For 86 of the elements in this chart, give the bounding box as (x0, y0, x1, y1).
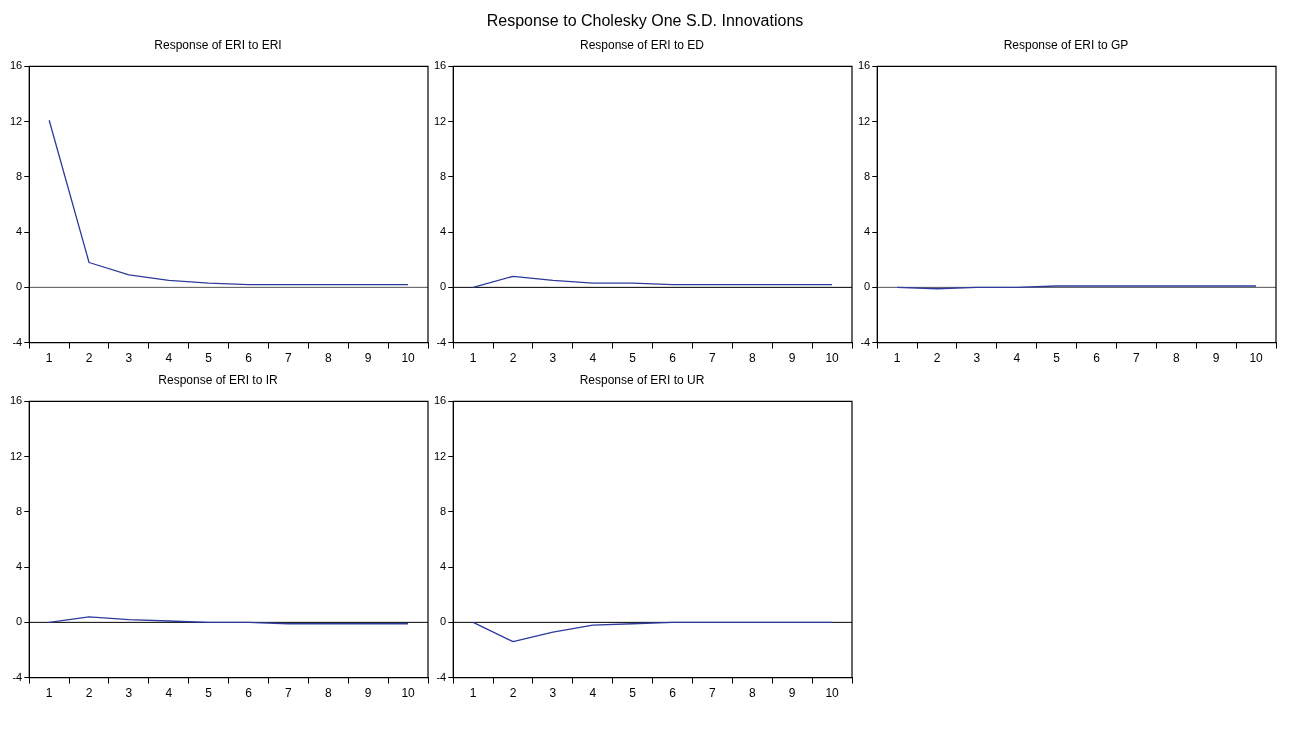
x-tick-label: 2 (509, 686, 517, 701)
x-tick-label: 3 (125, 686, 133, 701)
y-tick-label: 12 (433, 449, 447, 462)
x-tick-label: 6 (245, 686, 253, 701)
y-tick-label: 16 (9, 394, 23, 407)
x-tick-label: 8 (748, 686, 756, 701)
y-tick-label: 4 (440, 225, 447, 238)
x-tick-label: 7 (1133, 351, 1141, 366)
y-tick-label: 0 (16, 615, 23, 628)
x-tick-label: 10 (825, 351, 840, 366)
x-tick-label: 7 (709, 686, 717, 701)
y-tick-label: -4 (860, 335, 871, 348)
chart-title: Response of ERI to UR (579, 372, 705, 387)
y-tick-label: 8 (440, 169, 447, 182)
x-tick-label: 4 (165, 351, 173, 366)
x-tick-label: 5 (629, 686, 637, 701)
x-tick-label: 6 (669, 351, 677, 366)
x-tick-label: 10 (825, 686, 840, 701)
x-tick-label: 9 (788, 686, 796, 701)
y-tick-label: 16 (433, 59, 447, 72)
y-tick-label: -4 (12, 670, 23, 683)
x-tick-label: 7 (709, 351, 717, 366)
x-tick-label: 3 (125, 351, 133, 366)
x-tick-label: 1 (469, 351, 477, 366)
x-tick-label: 3 (549, 351, 557, 366)
x-tick-label: 9 (364, 686, 372, 701)
x-tick-label: 8 (324, 686, 332, 701)
x-tick-label: 2 (85, 686, 93, 701)
y-tick-label: 0 (440, 615, 447, 628)
x-tick-label: 6 (1093, 351, 1101, 366)
x-tick-label: 10 (401, 351, 416, 366)
x-tick-label: 10 (401, 686, 416, 701)
chart-title: Response of ERI to ED (579, 37, 705, 52)
x-tick-label: 4 (165, 686, 173, 701)
y-tick-label: 0 (864, 280, 871, 293)
y-tick-label: -4 (436, 335, 447, 348)
x-tick-label: 1 (893, 351, 901, 366)
x-tick-label: 5 (1053, 351, 1061, 366)
y-tick-label: 4 (864, 225, 871, 238)
x-tick-label: 4 (1013, 351, 1021, 366)
y-tick-label: 8 (864, 169, 871, 182)
x-tick-label: 4 (589, 351, 597, 366)
x-tick-label: 2 (85, 351, 93, 366)
x-tick-label: 8 (1172, 351, 1180, 366)
x-tick-label: 9 (788, 351, 796, 366)
x-tick-label: 1 (45, 686, 53, 701)
x-tick-label: 7 (285, 686, 293, 701)
y-tick-label: 4 (440, 560, 447, 573)
y-tick-label: 0 (440, 280, 447, 293)
x-tick-label: 1 (45, 351, 53, 366)
x-tick-label: 3 (549, 686, 557, 701)
y-tick-label: 8 (16, 169, 23, 182)
y-tick-label: 8 (440, 504, 447, 517)
chart-title: Response of ERI to ERI (154, 37, 282, 52)
y-tick-label: -4 (436, 670, 447, 683)
x-tick-label: 5 (629, 351, 637, 366)
x-tick-label: 6 (245, 351, 253, 366)
y-tick-label: 12 (9, 114, 23, 127)
x-tick-label: 10 (1249, 351, 1264, 366)
y-tick-label: 16 (433, 394, 447, 407)
y-tick-label: 8 (16, 504, 23, 517)
chart-title: Response of ERI to GP (1003, 37, 1129, 52)
x-tick-label: 8 (748, 351, 756, 366)
y-tick-label: -4 (12, 335, 23, 348)
x-tick-label: 2 (933, 351, 941, 366)
x-tick-label: 7 (285, 351, 293, 366)
y-tick-label: 0 (16, 280, 23, 293)
y-tick-label: 12 (433, 114, 447, 127)
chart-title: Response of ERI to IR (158, 372, 279, 387)
x-tick-label: 2 (509, 351, 517, 366)
x-tick-label: 9 (1212, 351, 1220, 366)
x-tick-label: 4 (589, 686, 597, 701)
x-tick-label: 6 (669, 686, 677, 701)
text: Response to Cholesky One S.D. Innovations (485, 11, 805, 31)
x-tick-label: 5 (205, 686, 213, 701)
y-tick-label: 16 (857, 59, 871, 72)
x-tick-label: 9 (364, 351, 372, 366)
x-tick-label: 3 (973, 351, 981, 366)
y-tick-label: 12 (9, 449, 23, 462)
y-tick-label: 12 (857, 114, 871, 127)
y-tick-label: 4 (16, 225, 23, 238)
x-tick-label: 8 (324, 351, 332, 366)
y-tick-label: 4 (16, 560, 23, 573)
x-tick-label: 1 (469, 686, 477, 701)
y-tick-label: 16 (9, 59, 23, 72)
x-tick-label: 5 (205, 351, 213, 366)
